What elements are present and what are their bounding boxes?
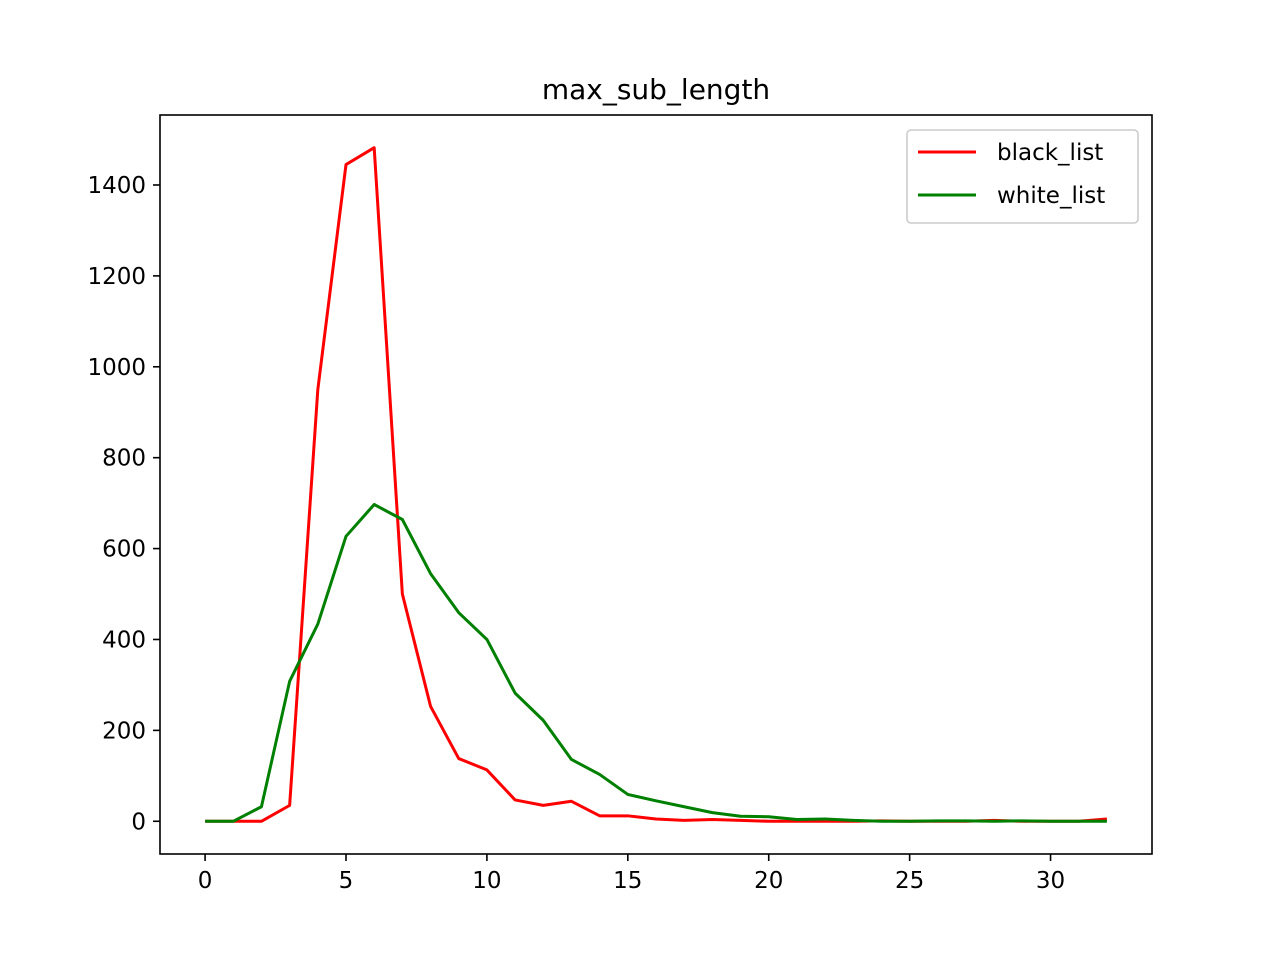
legend-label-white-list: white_list xyxy=(997,183,1105,209)
y-tick-label: 200 xyxy=(102,718,146,744)
x-axis: 0 5 10 15 20 25 30 xyxy=(198,854,1065,894)
series-layer xyxy=(205,146,1108,823)
y-tick-label: 0 xyxy=(131,809,146,835)
x-tick-label: 5 xyxy=(339,868,354,894)
y-tick-label: 600 xyxy=(102,537,146,563)
x-tick-label: 0 xyxy=(198,868,213,894)
x-tick-label: 30 xyxy=(1036,868,1065,894)
y-tick-label: 400 xyxy=(102,627,146,653)
legend: black_list white_list xyxy=(906,129,1139,224)
plot-frame xyxy=(159,114,1153,855)
y-axis: 0 200 400 600 800 1000 1200 1400 xyxy=(87,173,160,835)
x-tick-label: 15 xyxy=(613,868,642,894)
series-line-black-list xyxy=(205,146,1108,823)
plot-area xyxy=(205,146,1108,823)
y-tick-label: 1400 xyxy=(87,173,146,199)
chart-title: max_sub_length xyxy=(542,73,770,106)
x-tick-label: 20 xyxy=(754,868,783,894)
y-tick-label: 800 xyxy=(102,446,146,472)
legend-label-black-list: black_list xyxy=(997,140,1103,166)
y-tick-label: 1000 xyxy=(87,355,146,381)
x-tick-label: 10 xyxy=(472,868,501,894)
y-tick-label: 1200 xyxy=(87,264,146,290)
x-tick-label: 25 xyxy=(895,868,924,894)
series-line-white-list xyxy=(205,503,1107,823)
